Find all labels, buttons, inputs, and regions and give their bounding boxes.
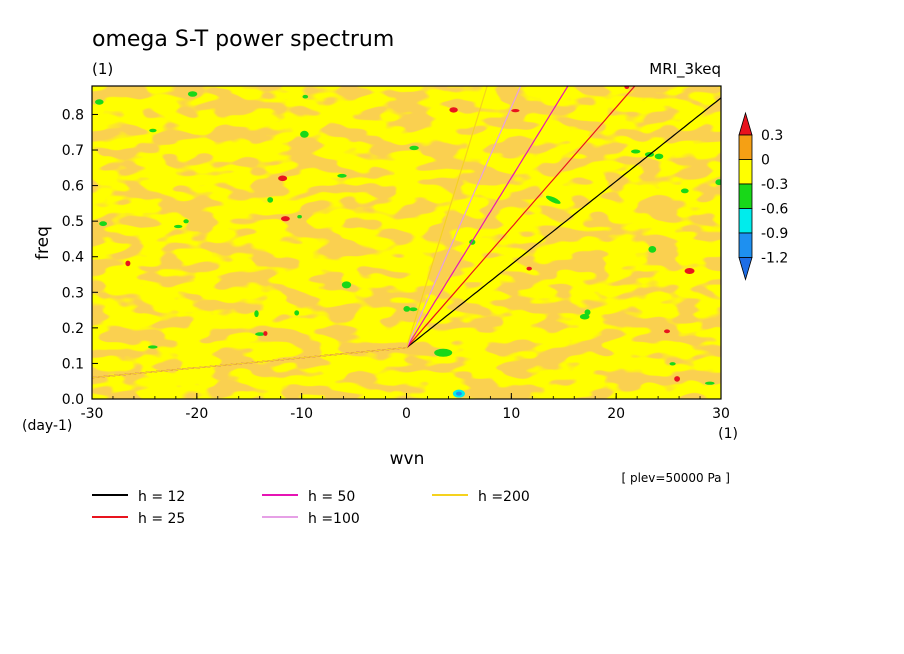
y-axis-units: (day-1): [22, 418, 72, 434]
field-spot: [584, 309, 591, 316]
field-spot: [526, 266, 532, 271]
y-tick-label: 0.1: [62, 356, 84, 372]
field-spot: [125, 260, 131, 267]
y-tick-label: 0.8: [62, 107, 84, 123]
x-tick-label: -20: [185, 406, 208, 422]
colorbar-label: 0: [761, 153, 770, 169]
field-spot: [545, 195, 561, 204]
x-tick-label: 20: [607, 406, 625, 422]
x-axis-label: wvn: [390, 449, 425, 469]
field-spot: [434, 348, 453, 357]
colorbar-box: [738, 232, 753, 258]
field-spot: [337, 173, 347, 178]
field-spot: [674, 376, 680, 382]
y-tick-label: 0.0: [62, 392, 84, 408]
x-axis: -30 -20 -10 0 10 20 30: [81, 393, 730, 422]
field-spot: [409, 145, 419, 151]
field-spot: [341, 281, 352, 289]
legend-label: h = 25: [138, 511, 185, 527]
field-spot: [669, 362, 676, 366]
y-tick-label: 0.4: [62, 250, 84, 266]
x-tick-label: 30: [712, 406, 730, 422]
field-spot: [684, 267, 695, 274]
x-tick-label: 10: [502, 406, 520, 422]
colorbar-label: -0.3: [761, 177, 788, 193]
field-contours: [92, 86, 721, 399]
y-axis: 0.0 0.1 0.2 0.3 0.4 0.5 0.6 0.7 0.8: [62, 107, 98, 408]
field-spots: [95, 86, 721, 398]
field-spot: [455, 391, 462, 396]
colorbar-box: [738, 208, 753, 234]
field-spot: [187, 91, 198, 97]
model-name: MRI_3keq: [649, 60, 721, 79]
y-tick-label: 0.5: [62, 214, 84, 230]
field-spot: [278, 175, 288, 182]
field-spot: [174, 224, 183, 229]
dispersion-curve-h200: [92, 86, 488, 379]
colorbar-box: [738, 159, 753, 185]
field-spot: [281, 216, 290, 222]
chart-subtitle-units: (1): [92, 60, 113, 78]
legend: h = 12 h = 25 h = 50 h =100 h =200: [92, 489, 530, 527]
colorbar: 0.3 0 -0.3 -0.6 -0.9 -1.2: [738, 111, 788, 281]
field-spot: [680, 188, 689, 194]
y-axis-label: freq: [33, 226, 53, 260]
colorbar-bottom-arrow: [738, 257, 753, 281]
field-spot: [300, 130, 309, 138]
field-spot: [715, 179, 721, 186]
y-tick-label: 0.3: [62, 285, 84, 301]
field-spot: [183, 219, 189, 224]
x-tick-label: -10: [290, 406, 313, 422]
pressure-level-note: [ plev=50000 Pa ]: [621, 471, 730, 485]
field-spot: [149, 128, 157, 133]
y-tick-label: 0.7: [62, 143, 84, 159]
colorbar-label: -1.2: [761, 251, 788, 267]
legend-label: h = 12: [138, 489, 185, 505]
colorbar-top-arrow: [738, 111, 753, 136]
field-spot: [705, 381, 715, 385]
field-spot: [254, 310, 259, 318]
colorbar-label: 0.3: [761, 128, 783, 144]
x-tick-label: 0: [402, 406, 411, 422]
field-spot: [95, 99, 104, 105]
colorbar-label: -0.9: [761, 226, 788, 242]
field-spot: [263, 331, 268, 336]
field-spot: [624, 86, 630, 89]
field-spot: [511, 109, 520, 113]
field-spot: [664, 329, 670, 334]
colorbar-box: [738, 134, 753, 160]
y-tick-label: 0.6: [62, 179, 84, 195]
colorbar-box: [738, 183, 753, 209]
field-spot: [654, 153, 664, 160]
field-spot: [409, 307, 418, 312]
field-spot: [267, 197, 274, 203]
x-axis-units: (1): [718, 426, 738, 442]
colorbar-label: -0.6: [761, 202, 788, 218]
field-spot: [297, 215, 302, 219]
legend-label: h = 50: [308, 489, 355, 505]
field-spot: [648, 246, 657, 253]
chart-title: omega S-T power spectrum: [92, 27, 394, 52]
field-spot: [302, 94, 309, 99]
legend-label: h =100: [308, 511, 360, 527]
x-tick-label: -30: [81, 406, 104, 422]
dispersion-curves: [92, 86, 721, 379]
field-spot: [579, 313, 590, 320]
field-spot: [99, 221, 107, 227]
field-spot: [255, 332, 266, 336]
field-spot: [449, 107, 458, 113]
field-spot: [294, 310, 300, 316]
field-spot: [403, 306, 411, 312]
field-spot: [148, 345, 158, 349]
legend-label: h =200: [478, 489, 530, 505]
y-tick-label: 0.2: [62, 321, 84, 337]
field-spot: [631, 149, 641, 154]
spectrum-field: [92, 86, 721, 399]
